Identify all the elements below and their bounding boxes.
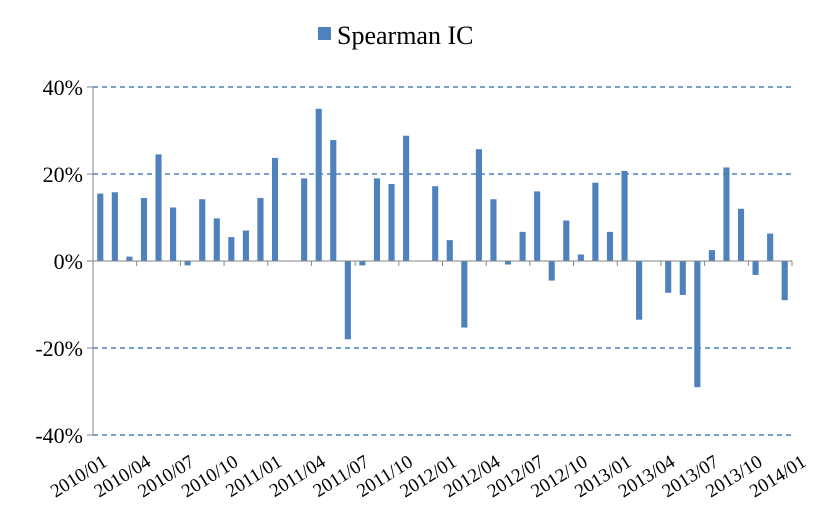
- bar: [504, 261, 512, 265]
- bar: [519, 231, 526, 261]
- bar: [359, 261, 366, 266]
- y-tick-label: 40%: [43, 75, 83, 100]
- bar: [723, 167, 730, 261]
- bar: [446, 240, 453, 261]
- bar: [126, 256, 133, 261]
- bar: [781, 261, 788, 301]
- bar: [184, 261, 191, 266]
- bar: [403, 135, 410, 261]
- bar: [606, 231, 614, 261]
- bar: [199, 199, 206, 261]
- bar: [577, 254, 584, 261]
- bar: [140, 197, 148, 261]
- bar: [679, 261, 686, 295]
- bar: [344, 261, 351, 340]
- bar: [432, 186, 439, 261]
- bar: [301, 178, 308, 261]
- bar: [315, 108, 322, 261]
- bar: [665, 261, 672, 293]
- y-tick-label: -20%: [35, 336, 83, 361]
- bar: [752, 261, 759, 275]
- bar: [621, 170, 628, 261]
- bar: [330, 140, 337, 261]
- bar: [111, 192, 118, 261]
- y-tick-label: 20%: [43, 162, 83, 187]
- bar: [228, 237, 235, 261]
- bar: [257, 197, 264, 261]
- y-tick-label: -40%: [35, 423, 83, 448]
- bar: [155, 154, 162, 261]
- legend: Spearman IC: [318, 21, 473, 50]
- bar: [767, 233, 774, 261]
- bar: [563, 220, 570, 261]
- bar: [636, 261, 643, 320]
- bar: [490, 199, 497, 261]
- y-tick-label: 0%: [54, 249, 83, 274]
- legend-label: Spearman IC: [337, 21, 473, 50]
- y-axis: 40% 20% 0% -20% -40%: [35, 75, 94, 448]
- bar: [708, 250, 715, 261]
- bar: [548, 261, 555, 281]
- bar: [592, 182, 599, 261]
- bar: [271, 157, 279, 261]
- bar: [213, 218, 220, 261]
- legend-swatch: [318, 27, 331, 40]
- bar: [737, 208, 745, 261]
- bar: [475, 149, 482, 261]
- bar: [534, 191, 541, 261]
- bar: [373, 178, 381, 261]
- bar: [388, 184, 395, 261]
- bar: [694, 261, 701, 388]
- bar: [242, 230, 249, 261]
- bar: [170, 207, 177, 261]
- bar: [461, 261, 468, 328]
- bars: [97, 108, 788, 388]
- bar: [97, 193, 104, 261]
